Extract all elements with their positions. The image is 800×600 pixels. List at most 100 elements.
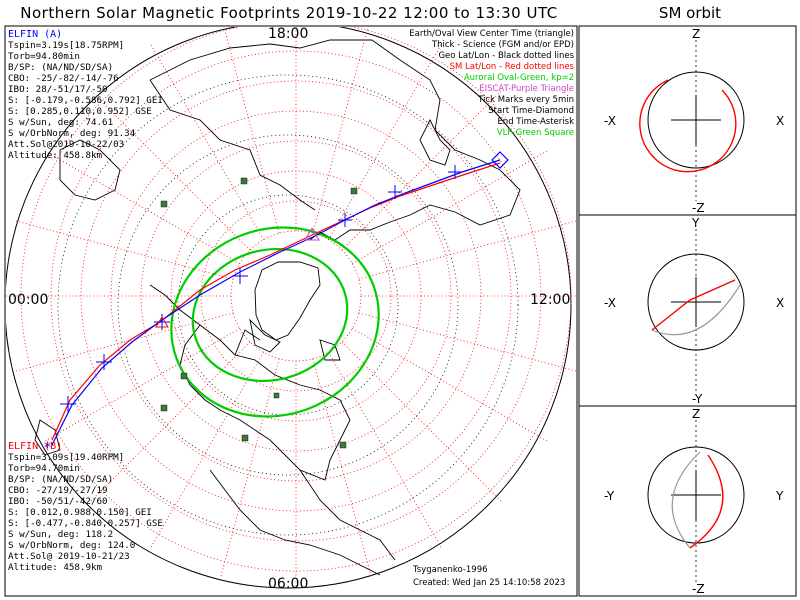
model-credit: Tsyganenko-1996 (413, 565, 488, 575)
elfin-a-name: ELFIN (A) (8, 29, 63, 40)
sm-orbit-title: SM orbit (658, 4, 722, 22)
sm-longitude-line (358, 220, 576, 280)
sm-axis-label-left: -X (604, 114, 616, 128)
elfin-b-line: S w/OrbNorm, deg: 124.0 (8, 540, 136, 551)
elfin-a-track (51, 159, 501, 446)
hour-label-bottom: 06:00 (268, 576, 309, 592)
elfin-b-line: S w/Sun, deg: 118.2 (8, 529, 114, 540)
elfin-b-line: Altitude: 458.9km (8, 562, 103, 573)
orbit-gray (651, 284, 741, 336)
sm-longitude-line (15, 220, 234, 280)
sm-longitude-line (15, 312, 234, 372)
elfin-b-line: S: [0.012,0.988,0.150] GEI (8, 507, 152, 518)
end-time-asterisk: * (44, 440, 51, 456)
coastlines (34, 39, 521, 576)
view-center-triangle (155, 316, 169, 328)
elfin-a-line: IBO: 28/-51/17/-50 (8, 84, 108, 95)
start-time-diamond (491, 151, 509, 169)
sm-longitude-line (44, 328, 240, 442)
elfin-b-line: IBO: -50/51/-42/60 (8, 496, 108, 507)
elfin-a-line: CBO: -25/-82/-14/-76 (8, 73, 119, 84)
legend-entry: SM Lat/Lon - Red dotted lines (449, 62, 574, 72)
sm-longitude-line (44, 150, 240, 264)
elfin-a-line: Torb=94.80min (8, 51, 80, 62)
legend-entry: EISCAT-Purple Triangle (479, 84, 574, 94)
sm-longitude-line (90, 341, 251, 502)
sm-axis-label-bottom: -Z (692, 582, 705, 596)
legend-entry: End Time-Asterisk (497, 117, 574, 127)
elfin-a-line: B/SP: (NA/ND/SD/SA) (8, 62, 114, 73)
elfin-b-track (51, 162, 501, 441)
sm-longitude-line (312, 27, 369, 234)
elfin-a-line: S w/OrbNorm, deg: 91.34 (8, 128, 136, 139)
elfin-a-line: S w/Sun, deg: 74.61 (8, 117, 114, 128)
elfin-a-line: Att.Sol@2019-10-22/03 (8, 139, 125, 150)
orbit-gray (671, 451, 701, 549)
orbit-red (689, 454, 724, 549)
legend-entry: Start Time-Diamond (488, 106, 574, 116)
elfin-a-line: S: [0.285,0.110,0.952] GSE (8, 106, 152, 117)
plot-title: Northern Solar Magnetic Footprints 2019-… (20, 4, 558, 22)
sm-axis-label-top: Z (692, 27, 700, 41)
sm-longitude-line (220, 358, 280, 577)
sm-panel-frame-2 (578, 214, 797, 407)
track-tick-marks (60, 165, 462, 412)
sm-orbit-panel: Y -Y -X X (604, 216, 784, 406)
sm-longitude-line (328, 44, 442, 240)
sm-longitude-line (358, 312, 576, 372)
sm-longitude-line (90, 90, 251, 251)
sm-orbit-panel: Z -Z -X X (604, 27, 784, 215)
elfin-b-line: Att.Sol@ 2019-10-21/23 (8, 551, 130, 562)
sm-longitude-line (150, 44, 264, 240)
elfin-b-line: Tspin=3.09s[19.40RPM] (8, 452, 125, 463)
legend-entry: Tick Marks every 5min (478, 95, 574, 105)
sm-axis-label-right: Y (775, 489, 784, 503)
elfin-b-name: ELFIN (B) (8, 441, 63, 452)
sm-axis-label-left: -X (604, 296, 616, 310)
sm-longitude-line (312, 358, 372, 577)
orbit-red (651, 279, 736, 331)
auroral-oval (170, 226, 380, 418)
map-content: * (6, 27, 576, 589)
elfin-b-line: S: [-0.477,-0.840,0.257] GSE (8, 518, 163, 529)
elfin-a-lines: Tspin=3.19s[18.75RPM] Torb=94.80min B/SP: … (8, 40, 163, 161)
orbit-red (639, 79, 737, 173)
earth-disk (6, 27, 572, 589)
elfin-b-info: ELFIN (B) Tspin=3.09s[19.40RPM] Torb=94.7… (8, 441, 163, 573)
sm-longitude-grid (6, 27, 576, 586)
sm-longitude-line (223, 27, 280, 234)
sm-axis-label-right: X (776, 296, 784, 310)
hour-label-top: 18:00 (268, 26, 309, 42)
eiscat-triangle (304, 227, 320, 241)
sm-axis-label-top: Y (691, 216, 700, 230)
sm-axis-label-right: X (776, 114, 784, 128)
sm-longitude-line (341, 90, 502, 251)
legend-entry: Thick - Science (FGM and/or EPD) (431, 40, 574, 50)
legend-entry: VLF-Green Square (496, 128, 574, 138)
hour-label-right: 12:00 (530, 292, 571, 308)
legend-entry: Earth/Oval View Center Time (triangle) (409, 29, 574, 39)
legend: Earth/Oval View Center Time (triangle) Th… (409, 29, 574, 139)
sm-longitude-line (328, 352, 442, 548)
sm-panel-frame-3 (578, 405, 797, 597)
elfin-b-lines: Tspin=3.09s[19.40RPM] Torb=94.70min B/SP: … (8, 452, 163, 573)
elfin-a-line: Tspin=3.19s[18.75RPM] (8, 40, 125, 51)
sm-longitude-line (341, 341, 502, 502)
elfin-b-line: Torb=94.70min (8, 463, 80, 474)
created-timestamp: Created: Wed Jan 25 14:10:58 2023 (413, 578, 566, 588)
map-frame (4, 25, 578, 597)
legend-entry: Auroral Oval-Green, kp=2 (463, 73, 574, 83)
elfin-a-line: Altitude: 458.8km (8, 150, 103, 161)
elfin-a-info: ELFIN (A) Tspin=3.19s[18.75RPM] Torb=94.8… (8, 29, 163, 161)
sm-axis-label-left: -Y (604, 489, 615, 503)
sm-longitude-line (352, 150, 548, 264)
hour-label-left: 00:00 (8, 292, 49, 308)
legend-entry: Geo Lat/Lon - Black dotted lines (438, 51, 574, 61)
elfin-b-line: CBO: -27/19/-27/19 (8, 485, 108, 496)
sm-axis-label-bottom: -Y (692, 392, 703, 406)
sm-axis-label-top: Z (692, 407, 700, 421)
elfin-b-line: B/SP: (NA/ND/SD/SA) (8, 474, 114, 485)
sm-axis-label-bottom: -Z (692, 201, 705, 215)
